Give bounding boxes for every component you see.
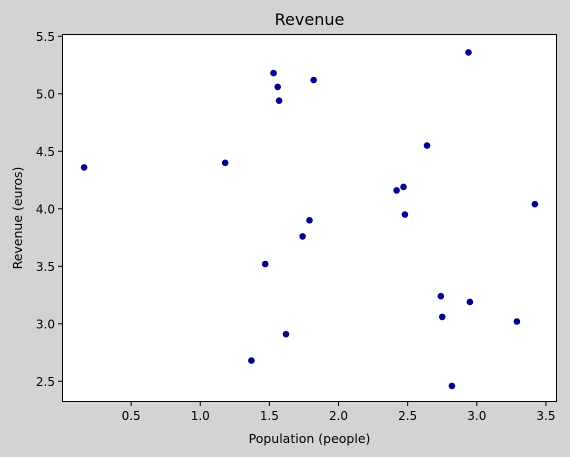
data-point-22 <box>532 201 539 208</box>
y-tick-label: 2.5 <box>36 375 55 389</box>
data-point-7 <box>276 97 283 104</box>
y-tick-label: 5.0 <box>36 87 55 101</box>
data-point-16 <box>438 293 445 300</box>
x-tick-label: 3.5 <box>536 409 555 423</box>
data-point-12 <box>393 187 400 194</box>
data-point-6 <box>274 84 281 91</box>
x-tick-label: 3.0 <box>467 409 486 423</box>
data-point-18 <box>449 383 456 390</box>
data-point-15 <box>424 142 431 149</box>
x-tick-label: 1.0 <box>191 409 210 423</box>
chart-title: Revenue <box>275 10 345 29</box>
y-tick-label: 3.0 <box>36 317 55 331</box>
x-tick-label: 0.5 <box>122 409 141 423</box>
y-tick-label: 5.5 <box>36 30 55 44</box>
data-point-13 <box>400 184 407 191</box>
x-tick-label: 2.5 <box>398 409 417 423</box>
y-tick-label: 4.5 <box>36 145 55 159</box>
data-point-21 <box>514 318 521 325</box>
x-axis-label: Population (people) <box>249 431 371 446</box>
y-tick-label: 3.5 <box>36 260 55 274</box>
y-axis-label: Revenue (euros) <box>10 167 25 270</box>
y-tick-label: 4.0 <box>36 202 55 216</box>
data-point-1 <box>81 164 88 171</box>
data-point-2 <box>222 160 229 167</box>
data-point-11 <box>310 77 317 84</box>
data-point-14 <box>402 211 409 218</box>
x-tick-label: 2.0 <box>329 409 348 423</box>
data-point-10 <box>306 217 313 224</box>
data-point-20 <box>467 299 474 306</box>
x-tick-label: 1.5 <box>260 409 279 423</box>
data-point-9 <box>299 233 306 240</box>
data-point-8 <box>283 331 290 338</box>
data-point-3 <box>248 357 255 364</box>
data-point-4 <box>262 261 269 268</box>
data-point-17 <box>439 314 446 321</box>
data-point-5 <box>270 70 277 77</box>
data-point-19 <box>465 49 472 56</box>
